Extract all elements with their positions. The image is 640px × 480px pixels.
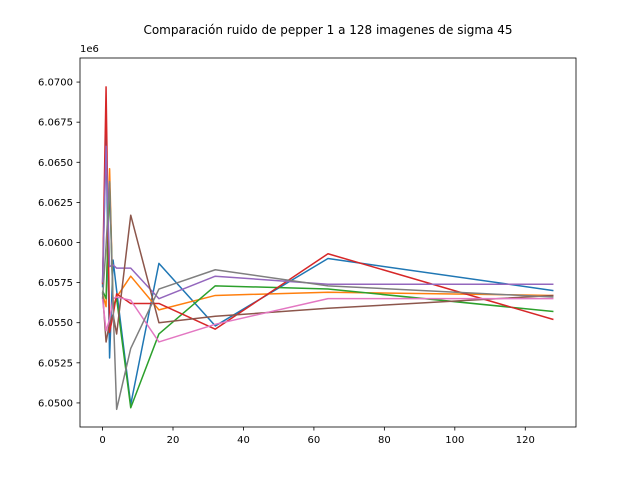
- chart-title: Comparación ruido de pepper 1 a 128 imag…: [143, 23, 512, 37]
- ticks-layer: 0 20 40 60 80 100 120 6.0500 6.0525 6.0550 6.0575 6…: [38, 78, 535, 446]
- series-line-4: [101, 86, 554, 334]
- x-tick-label: 100: [445, 435, 464, 446]
- series-line-3: [101, 182, 554, 409]
- y-offset-label: 1e6: [80, 44, 99, 55]
- y-tick-label: 6.0675: [38, 118, 73, 129]
- y-tick-label: 6.0575: [38, 278, 73, 289]
- y-tick-label: 6.0500: [38, 398, 73, 409]
- x-tick-label: 40: [237, 435, 250, 446]
- axes-layer: [79, 57, 577, 428]
- x-tick-label: 80: [378, 435, 391, 446]
- y-tick-label: 6.0525: [38, 358, 73, 369]
- x-tick-label: 20: [167, 435, 180, 446]
- x-tick-label: 120: [516, 435, 535, 446]
- y-tick-label: 6.0700: [38, 78, 73, 89]
- series-layer: [101, 86, 554, 411]
- series-line-1: [101, 132, 554, 406]
- y-tick-label: 6.0650: [38, 158, 73, 169]
- series-line-8: [101, 180, 554, 411]
- y-tick-label: 6.0625: [38, 198, 73, 209]
- y-tick-label: 6.0600: [38, 238, 73, 249]
- plot-frame: [79, 57, 577, 428]
- series-line-7: [101, 296, 554, 343]
- x-tick-label: 60: [308, 435, 321, 446]
- x-tick-label: 0: [99, 435, 105, 446]
- series-line-6: [101, 214, 554, 343]
- y-tick-label: 6.0550: [38, 318, 73, 329]
